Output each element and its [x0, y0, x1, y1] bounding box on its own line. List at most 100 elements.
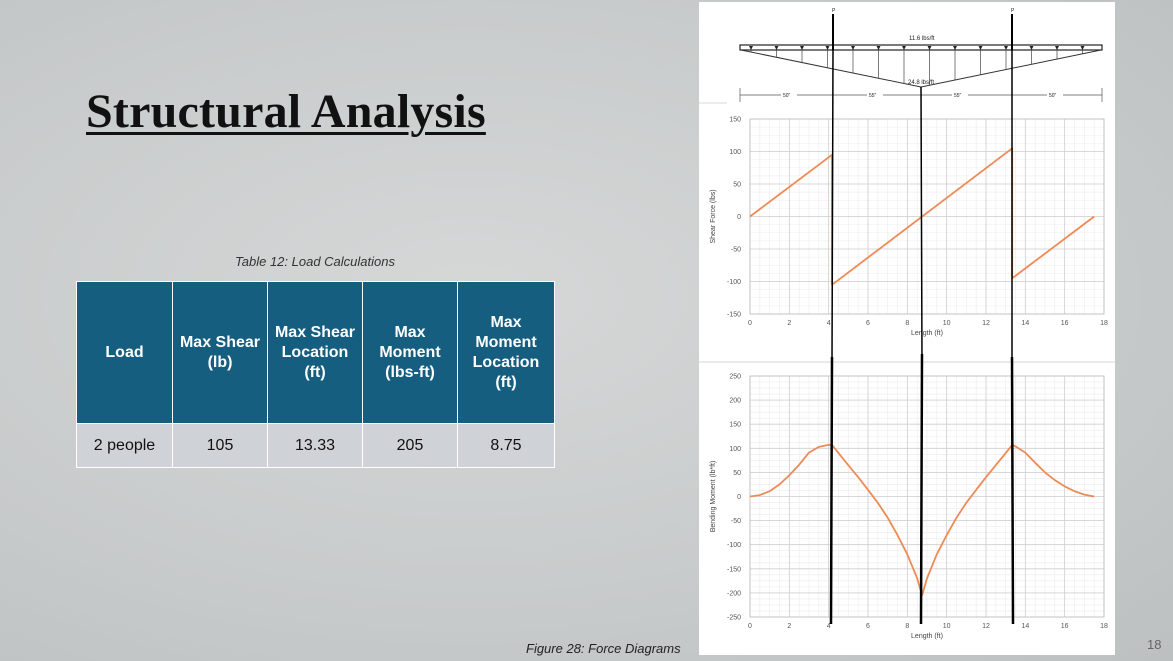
x-tick-label: 12 [982, 320, 990, 327]
guide-line-center-lower [919, 353, 924, 625]
x-tick-label: 10 [943, 320, 951, 327]
load-calculations-table: Load Max Shear (lb) Max Shear Location (… [76, 281, 555, 468]
table-row: 2 people 105 13.33 205 8.75 [76, 423, 555, 468]
force-diagrams-svg: P P 11.6 lbs/ft 24.8 lbs/ft 50" 55" 55" … [699, 8, 1115, 641]
y-tick-label: -200 [727, 590, 741, 597]
y-axis-label: Bending Moment (lb*ft) [710, 461, 717, 533]
span-label-3: 55" [954, 93, 962, 99]
y-tick-label: 150 [729, 117, 741, 124]
table-caption: Table 12: Load Calculations [235, 254, 395, 269]
y-tick-label: -50 [731, 518, 741, 525]
x-tick-label: 2 [787, 320, 791, 327]
guide-line-left [831, 49, 834, 363]
y-tick-label: -250 [727, 615, 741, 622]
x-tick-label: 0 [748, 623, 752, 630]
cell-max-moment: 205 [362, 423, 458, 468]
load-diagram-left-edge [740, 49, 922, 88]
bending-moment-chart: 250 200 150 100 50 0 -50 -100 -150 -200 -250 0 2 4 6 8 1… [710, 374, 1108, 641]
y-tick-label: -50 [731, 247, 741, 254]
x-tick-label: 10 [943, 623, 951, 630]
y-tick-label: 100 [729, 149, 741, 156]
span-label-2: 55" [869, 93, 877, 99]
load-arrowhead [927, 46, 932, 50]
load-arrowhead [749, 46, 753, 50]
beam-sketch: P P 11.6 lbs/ft 24.8 lbs/ft 50" 55" 55" … [699, 8, 1103, 104]
load-arrowhead [876, 46, 881, 50]
y-tick-label: 50 [733, 470, 741, 477]
cell-max-shear: 105 [172, 423, 268, 468]
load-arrowhead [825, 46, 830, 50]
x-tick-label: 14 [1021, 623, 1029, 630]
x-tick-label: 2 [787, 623, 791, 630]
top-load-label: 11.6 lbs/ft [909, 36, 935, 42]
bottom-load-label: 24.8 lbs/ft [908, 80, 934, 86]
table-header-row: Load Max Shear (lb) Max Shear Location (… [76, 281, 555, 424]
slide-title: Structural Analysis [86, 85, 486, 138]
y-tick-label: -100 [727, 542, 741, 549]
header-max-moment-location: Max Moment Location (ft) [457, 281, 555, 424]
header-max-shear-location: Max Shear Location (ft) [267, 281, 363, 424]
x-tick-label: 0 [748, 320, 752, 327]
page-number: 18 [1147, 637, 1162, 652]
x-tick-label: 6 [866, 320, 870, 327]
force-diagrams-figure: P P 11.6 lbs/ft 24.8 lbs/ft 50" 55" 55" … [699, 2, 1115, 655]
y-tick-label: 0 [737, 494, 741, 501]
point-load-label-left: P [832, 8, 836, 14]
y-tick-label: 0 [737, 214, 741, 221]
x-tick-label: 4 [827, 320, 831, 327]
header-load: Load [76, 281, 173, 424]
load-arrowhead [800, 46, 804, 50]
guide-line-center [920, 86, 923, 363]
x-tick-label: 16 [1061, 623, 1069, 630]
x-tick-label: 4 [827, 623, 831, 630]
header-max-shear: Max Shear (lb) [172, 281, 268, 424]
x-tick-label: 18 [1100, 320, 1108, 327]
shear-force-chart: 150 100 50 0 -50 -100 -150 0 2 4 6 8 10 12 14 16 18 Lengt… [710, 117, 1108, 338]
span-label-bg-1 [781, 91, 797, 99]
load-arrowhead [1080, 46, 1085, 50]
cell-max-moment-location: 8.75 [457, 423, 555, 468]
load-arrowhead [1029, 46, 1034, 50]
load-arrowhead [1055, 46, 1059, 50]
cell-load: 2 people [76, 423, 173, 468]
guide-line-left-lower [829, 356, 834, 625]
point-load-guide-lines [829, 14, 1015, 625]
load-arrowhead [902, 46, 906, 50]
x-tick-label: 12 [982, 623, 990, 630]
span-label-4: 50" [1049, 93, 1057, 99]
load-arrowhead [851, 46, 855, 50]
y-axis-label: Shear Force (lbs) [710, 189, 717, 243]
y-tick-label: 50 [733, 182, 741, 189]
distributed-load-arrows [749, 46, 1085, 86]
span-label-bg-4 [1047, 91, 1063, 99]
x-tick-label: 8 [905, 623, 909, 630]
cell-max-shear-location: 13.33 [267, 423, 363, 468]
load-arrowhead [1004, 46, 1008, 50]
load-arrowhead [953, 46, 957, 50]
y-tick-label: -100 [727, 279, 741, 286]
y-tick-label: -150 [727, 312, 741, 319]
x-tick-label: 16 [1061, 320, 1069, 327]
y-tick-label: 150 [729, 422, 741, 429]
x-axis-label: Length (ft) [911, 330, 943, 337]
y-tick-label: 200 [729, 398, 741, 405]
y-tick-label: 100 [729, 446, 741, 453]
y-tick-label: -150 [727, 566, 741, 573]
header-max-moment: Max Moment (lbs-ft) [362, 281, 458, 424]
x-tick-label: 18 [1100, 623, 1108, 630]
guide-line-right-lower [1010, 356, 1015, 625]
point-load-label-right: P [1011, 8, 1015, 14]
x-tick-label: 6 [866, 623, 870, 630]
load-arrowhead [978, 46, 983, 50]
figure-caption: Figure 28: Force Diagrams [526, 641, 681, 656]
span-label-bg-2 [867, 91, 883, 99]
y-tick-label: 250 [729, 374, 741, 381]
span-label-1: 50" [783, 93, 791, 99]
x-axis-label: Length (ft) [911, 633, 943, 640]
beam [739, 44, 1103, 51]
load-diagram-right-edge [920, 49, 1102, 88]
span-label-bg-3 [952, 91, 968, 99]
x-tick-label: 8 [905, 320, 909, 327]
load-arrowhead [774, 46, 779, 50]
x-tick-label: 14 [1021, 320, 1029, 327]
